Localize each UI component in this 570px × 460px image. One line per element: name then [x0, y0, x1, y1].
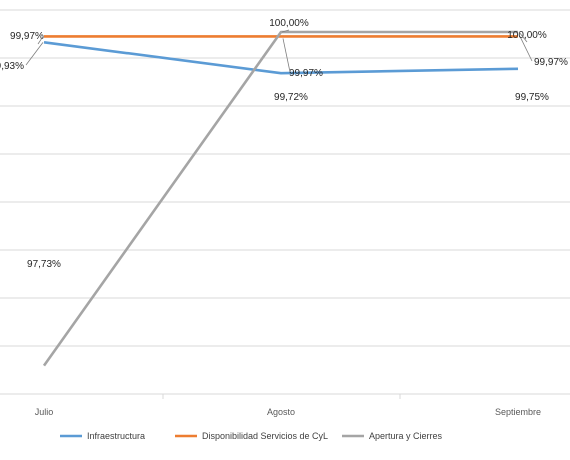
- data-label: 99,97%: [289, 68, 323, 79]
- legend-label: Disponibilidad Servicios de CyL: [202, 431, 328, 441]
- data-label: 100,00%: [269, 18, 309, 29]
- gridlines: [0, 9, 570, 395]
- leader-line: [519, 36, 533, 62]
- legend-label: Infraestructura: [87, 431, 145, 441]
- x-tick-label: Agosto: [267, 407, 295, 417]
- x-axis: Julio Agosto Septiembre: [35, 394, 541, 417]
- series-line: [43, 41, 519, 75]
- data-label: 99,97%: [534, 57, 568, 68]
- series-lines: [42, 30, 519, 367]
- data-labels: 99,93% 99,72% 99,75% 99,97% 99,97% 99,97% 97,7…: [0, 18, 568, 270]
- data-label: 99,97%: [10, 31, 44, 42]
- leader-line: [281, 29, 290, 33]
- x-tick-label: Septiembre: [495, 407, 541, 417]
- data-label: 99,75%: [515, 92, 549, 103]
- data-label: 99,93%: [0, 61, 24, 72]
- legend-label: Apertura y Cierres: [369, 431, 443, 441]
- legend-item: Infraestructura: [60, 431, 145, 441]
- leader-line: [25, 42, 44, 66]
- data-label: 99,72%: [274, 92, 308, 103]
- leader-line: [518, 31, 528, 43]
- legend-item: Apertura y Cierres: [342, 431, 443, 441]
- data-label: 97,73%: [27, 259, 61, 270]
- series-line: [42, 30, 518, 367]
- legend-item: Disponibilidad Servicios de CyL: [175, 431, 328, 441]
- leader-line: [282, 38, 291, 73]
- leader-line: [37, 36, 44, 45]
- data-label: 100,00%: [507, 30, 547, 41]
- legend: Infraestructura Disponibilidad Servicios …: [60, 431, 443, 441]
- x-tick-label: Julio: [35, 407, 54, 417]
